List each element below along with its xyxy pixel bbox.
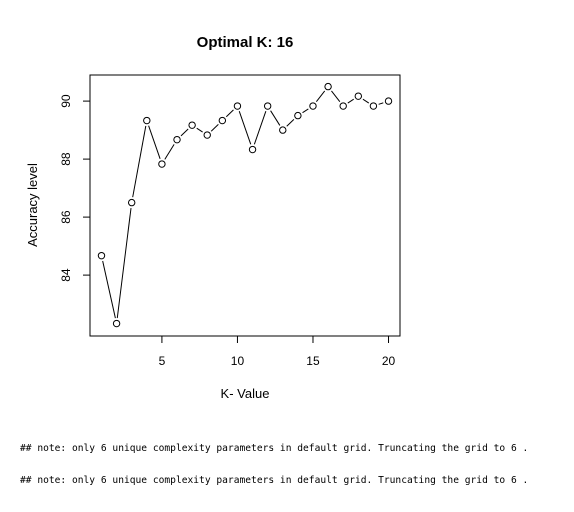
series-segment [164,144,175,160]
chart-title: Optimal K: 16 [197,34,294,51]
data-point [97,251,106,260]
series-segment [315,90,326,102]
y-axis: 84 86 88 90 [59,94,90,282]
series-segment [270,110,281,126]
data-point [279,126,287,134]
console-note: ## note: only 6 unique complexity parame… [20,443,529,454]
data-point [384,97,393,105]
series-segment [180,128,189,137]
data-point [263,102,272,110]
y-tick-label: 88 [59,152,73,166]
data-point [127,198,136,207]
data-point [369,102,378,110]
plot-frame [89,74,401,337]
series-segment [238,111,252,145]
series-segment [225,109,234,118]
data-point [309,102,317,110]
x-axis: 5 10 15 20 [159,336,396,368]
y-tick-label: 90 [59,94,73,108]
data-point [354,92,363,100]
y-tick-label: 84 [59,268,73,282]
data-point [218,116,227,125]
data-point [112,319,121,328]
series-segment [347,98,354,104]
data-point [294,111,302,120]
console-note: ## note: only 6 unique complexity parame… [20,475,529,486]
x-tick-label: 15 [306,354,320,368]
data-point [324,82,332,91]
series-segment [253,111,267,145]
series-segment [116,207,132,319]
y-axis-label: Accuracy level [25,163,40,247]
data-point [248,145,257,154]
series-segment [302,108,309,114]
data-point [158,160,166,168]
x-axis-label: K- Value [221,386,270,401]
data-point [339,102,347,110]
series-layer [97,82,393,328]
data-point [173,135,181,144]
series-segment [102,260,116,319]
x-tick-label: 20 [382,354,396,368]
series-segment [378,102,384,105]
series-segment [148,125,161,159]
series-segment [286,119,295,127]
x-tick-label: 10 [231,354,245,368]
data-point [233,102,242,110]
x-tick-label: 5 [159,354,166,368]
series-segment [331,90,341,102]
series-segment [132,125,147,198]
series-segment [196,127,203,133]
series-segment [210,123,219,132]
series-segment [362,98,370,104]
data-point [188,121,196,129]
data-point [143,116,151,125]
data-point [203,131,211,139]
y-tick-label: 86 [59,210,73,224]
